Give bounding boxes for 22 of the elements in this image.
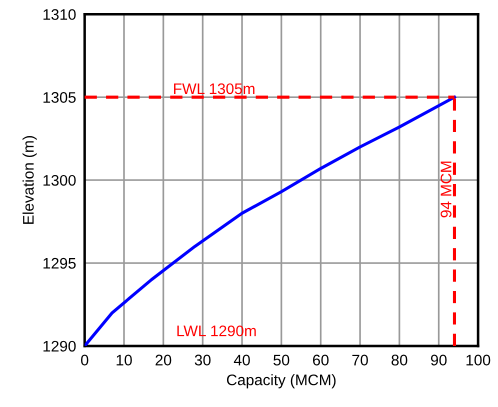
x-tick-label: 20 [156, 354, 172, 366]
x-tick-label: 30 [194, 354, 211, 366]
ref-line-label: FWL 1305m [174, 83, 254, 94]
x-tick-label: 100 [466, 354, 490, 366]
y-tick-label: 1300 [44, 174, 76, 186]
y-tick-label: 1310 [44, 9, 76, 20]
x-tick-label: 0 [81, 354, 88, 366]
x-tick-label: 60 [312, 354, 329, 366]
y-axis-title: Elevation (m) [22, 136, 37, 224]
x-tick-label: 70 [352, 354, 368, 366]
line-series [84, 96, 456, 346]
y-tick-label: 1295 [44, 258, 76, 269]
y-tick-label: 1305 [44, 92, 76, 103]
x-tick-label: 80 [392, 354, 408, 366]
x-tick-label: 10 [116, 354, 132, 366]
x-axis-title: Capacity (MCM) [226, 374, 336, 388]
annotation: LWL 1290m [177, 325, 256, 336]
y-tick-label: 1290 [44, 340, 76, 352]
x-tick-label: 40 [234, 354, 250, 366]
x-tick-label: 50 [273, 354, 290, 366]
ref-line-label: 94 MCM [440, 162, 452, 218]
x-tick-label: 90 [430, 354, 447, 366]
